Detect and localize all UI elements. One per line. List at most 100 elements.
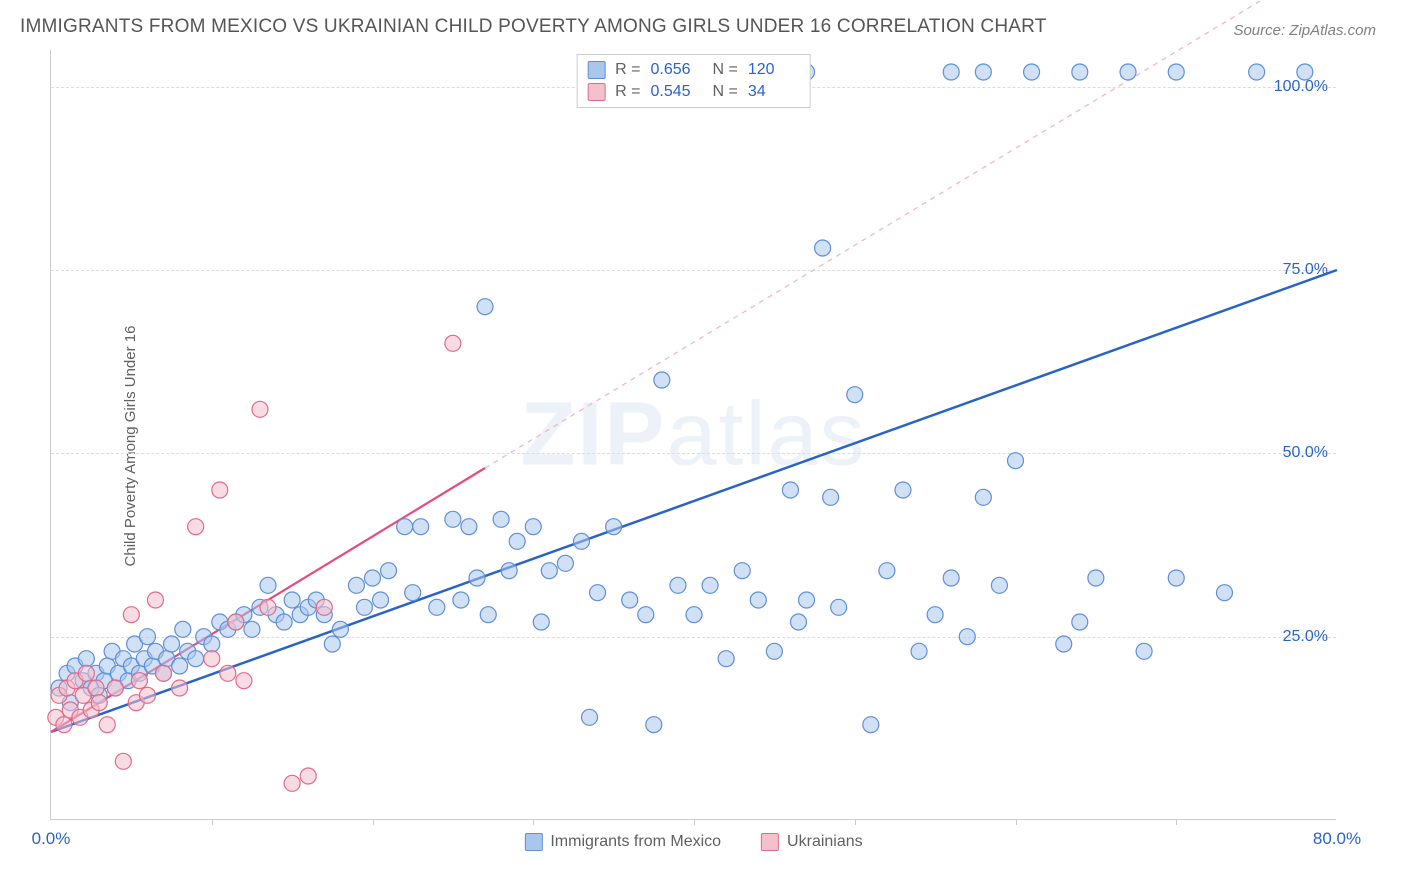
data-point <box>815 240 831 256</box>
data-point <box>718 651 734 667</box>
data-point <box>405 585 421 601</box>
data-point <box>943 64 959 80</box>
data-point <box>131 673 147 689</box>
data-point <box>1168 64 1184 80</box>
data-point <box>413 519 429 535</box>
data-point <box>847 387 863 403</box>
x-tick <box>533 819 534 825</box>
data-point <box>943 570 959 586</box>
data-point <box>365 570 381 586</box>
x-tick <box>212 819 213 825</box>
data-point <box>204 636 220 652</box>
data-point <box>381 563 397 579</box>
data-point <box>260 599 276 615</box>
data-point <box>91 695 107 711</box>
data-point <box>1136 643 1152 659</box>
data-point <box>356 599 372 615</box>
data-point <box>1008 453 1024 469</box>
data-point <box>686 607 702 623</box>
stats-row-series2: R = 0.545 N = 34 <box>587 81 800 103</box>
data-point <box>1056 636 1072 652</box>
data-point <box>480 607 496 623</box>
data-point <box>582 709 598 725</box>
stats-box: R = 0.656 N = 120 R = 0.545 N = 34 <box>576 54 811 108</box>
data-point <box>276 614 292 630</box>
data-point <box>164 636 180 652</box>
data-point <box>204 651 220 667</box>
chart-title: IMMIGRANTS FROM MEXICO VS UKRAINIAN CHIL… <box>20 16 1047 38</box>
data-point <box>324 636 340 652</box>
x-tick <box>1016 819 1017 825</box>
legend-swatch-series2 <box>761 833 779 851</box>
data-point <box>244 621 260 637</box>
legend-label-series1: Immigrants from Mexico <box>550 833 721 851</box>
x-tick <box>1176 819 1177 825</box>
data-point <box>895 482 911 498</box>
data-point <box>750 592 766 608</box>
data-point <box>56 717 72 733</box>
data-point <box>734 563 750 579</box>
data-point <box>139 629 155 645</box>
data-point <box>284 775 300 791</box>
data-point <box>316 599 332 615</box>
data-point <box>646 717 662 733</box>
data-point <box>228 614 244 630</box>
legend-label-series2: Ukrainians <box>787 833 863 851</box>
legend-item-series2: Ukrainians <box>761 833 863 851</box>
data-point <box>300 768 316 784</box>
data-point <box>477 299 493 315</box>
data-point <box>799 592 815 608</box>
data-point <box>654 372 670 388</box>
data-point <box>373 592 389 608</box>
data-point <box>147 592 163 608</box>
data-point <box>348 577 364 593</box>
data-point <box>156 665 172 681</box>
data-point <box>782 482 798 498</box>
data-point <box>1297 64 1313 80</box>
data-point <box>975 489 991 505</box>
data-point <box>823 489 839 505</box>
data-point <box>590 585 606 601</box>
data-point <box>252 401 268 417</box>
data-point <box>453 592 469 608</box>
data-point <box>397 519 413 535</box>
data-point <box>606 519 622 535</box>
data-point <box>1216 585 1232 601</box>
data-point <box>1024 64 1040 80</box>
data-point <box>959 629 975 645</box>
data-point <box>260 577 276 593</box>
data-point <box>212 482 228 498</box>
data-point <box>1168 570 1184 586</box>
data-point <box>172 658 188 674</box>
data-point <box>1072 64 1088 80</box>
data-point <box>1120 64 1136 80</box>
data-point <box>1072 614 1088 630</box>
x-tick-label: 0.0% <box>32 829 71 849</box>
data-point <box>573 533 589 549</box>
data-point <box>139 687 155 703</box>
data-point <box>927 607 943 623</box>
bottom-legend: Immigrants from Mexico Ukrainians <box>524 833 862 851</box>
data-point <box>991 577 1007 593</box>
data-point <box>790 614 806 630</box>
data-point <box>493 511 509 527</box>
data-point <box>638 607 654 623</box>
x-tick <box>694 819 695 825</box>
data-point <box>123 607 139 623</box>
data-point <box>175 621 191 637</box>
data-point <box>236 673 252 689</box>
data-point <box>78 651 94 667</box>
legend-item-series1: Immigrants from Mexico <box>524 833 721 851</box>
x-tick <box>855 819 856 825</box>
data-point <box>831 599 847 615</box>
trend-line <box>51 270 1337 732</box>
data-point <box>509 533 525 549</box>
data-point <box>445 335 461 351</box>
data-point <box>557 555 573 571</box>
data-point <box>188 651 204 667</box>
data-point <box>525 519 541 535</box>
data-point <box>172 680 188 696</box>
data-point <box>622 592 638 608</box>
data-point <box>107 680 123 696</box>
legend-swatch-series2 <box>587 83 605 101</box>
